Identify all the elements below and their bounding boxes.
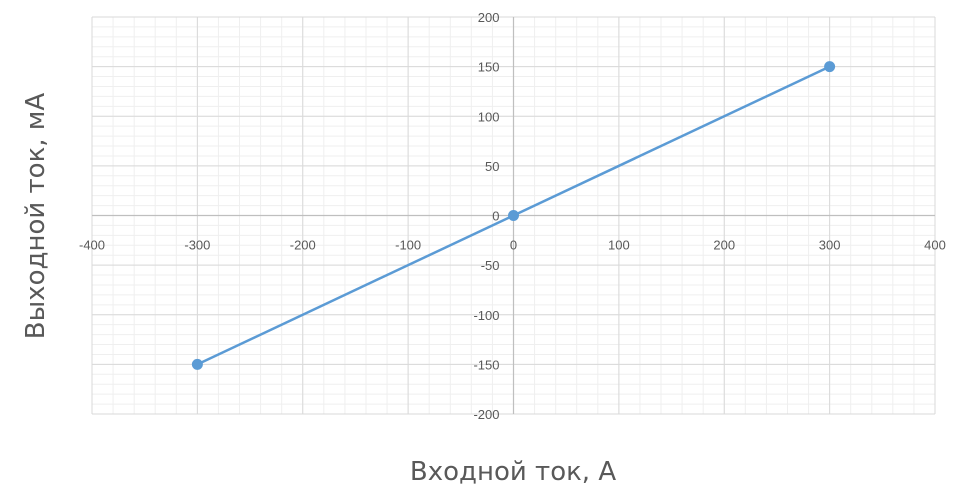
x-tick-label: -400 [79, 238, 105, 253]
y-tick-label: -150 [473, 357, 499, 372]
x-tick-labels: -400 -300 -200 -100 0 100 200 300 400 [79, 238, 946, 253]
y-tick-label: -200 [473, 407, 499, 422]
x-tick-label: 100 [608, 238, 630, 253]
y-tick-label: 0 [492, 209, 499, 224]
x-tick-label: -300 [184, 238, 210, 253]
x-tick-label: 400 [924, 238, 946, 253]
y-tick-labels: 200 150 100 50 0 -50 -100 -150 -200 [473, 10, 499, 422]
y-tick-label: 150 [478, 60, 500, 75]
x-tick-label: -100 [395, 238, 421, 253]
x-tick-label: 300 [819, 238, 841, 253]
data-point-marker [191, 358, 203, 370]
y-tick-label: 50 [485, 159, 499, 174]
x-tick-label: -200 [290, 238, 316, 253]
y-tick-label: 100 [478, 109, 500, 124]
y-tick-label: 200 [478, 10, 500, 25]
x-tick-label: 0 [510, 238, 517, 253]
x-tick-label: 200 [713, 238, 735, 253]
y-axis-title: Выходной ток, мА [21, 93, 51, 340]
data-point-marker [508, 210, 519, 221]
series-layer [191, 61, 836, 370]
x-axis-title: Входной ток, А [410, 457, 616, 487]
data-point-marker [824, 61, 836, 73]
y-tick-label: -100 [473, 308, 499, 323]
y-tick-label: -50 [481, 258, 500, 273]
